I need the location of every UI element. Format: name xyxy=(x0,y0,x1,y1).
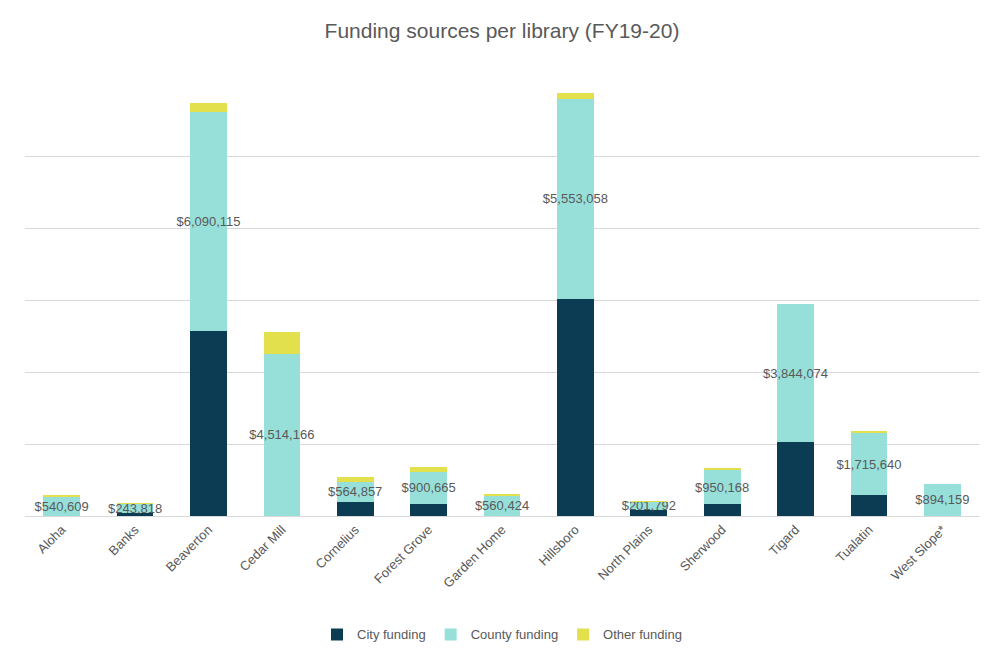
svg-text:$5,553,058: $5,553,058 xyxy=(543,191,608,206)
svg-text:Garden Home: Garden Home xyxy=(440,522,508,590)
svg-text:$1,715,640: $1,715,640 xyxy=(836,457,901,472)
svg-text:$900,665: $900,665 xyxy=(401,480,455,495)
svg-text:Cornelius: Cornelius xyxy=(313,522,363,572)
svg-text:$540,609: $540,609 xyxy=(35,499,89,514)
svg-text:Tualatin: Tualatin xyxy=(833,522,876,565)
svg-text:Forest Grove: Forest Grove xyxy=(371,522,435,586)
svg-text:North Plains: North Plains xyxy=(595,522,656,583)
svg-text:$950,168: $950,168 xyxy=(695,480,749,495)
svg-text:$4,514,166: $4,514,166 xyxy=(249,427,314,442)
svg-text:$6,090,115: $6,090,115 xyxy=(176,214,240,229)
svg-text:Tigard: Tigard xyxy=(766,522,802,558)
svg-text:Sherwood: Sherwood xyxy=(677,522,729,574)
svg-text:$894,159: $894,159 xyxy=(915,492,969,507)
svg-text:Other funding: Other funding xyxy=(603,627,682,642)
svg-text:Aloha: Aloha xyxy=(34,522,69,557)
svg-text:$243,818: $243,818 xyxy=(108,501,162,516)
svg-text:West Slope*: West Slope* xyxy=(888,522,949,583)
svg-text:$560,424: $560,424 xyxy=(475,498,529,513)
svg-text:$201,792: $201,792 xyxy=(622,498,676,513)
svg-text:Funding sources per library (F: Funding sources per library (FY19-20) xyxy=(325,19,680,42)
svg-text:$564,857: $564,857 xyxy=(328,484,382,499)
svg-text:City funding: City funding xyxy=(357,627,426,642)
svg-text:Cedar Mill: Cedar Mill xyxy=(237,522,289,574)
svg-text:Beaverton: Beaverton xyxy=(163,522,216,575)
svg-text:Hillsboro: Hillsboro xyxy=(536,522,582,568)
svg-text:County funding: County funding xyxy=(471,627,558,642)
svg-text:Banks: Banks xyxy=(106,522,143,559)
svg-text:$3,844,074: $3,844,074 xyxy=(763,366,828,381)
